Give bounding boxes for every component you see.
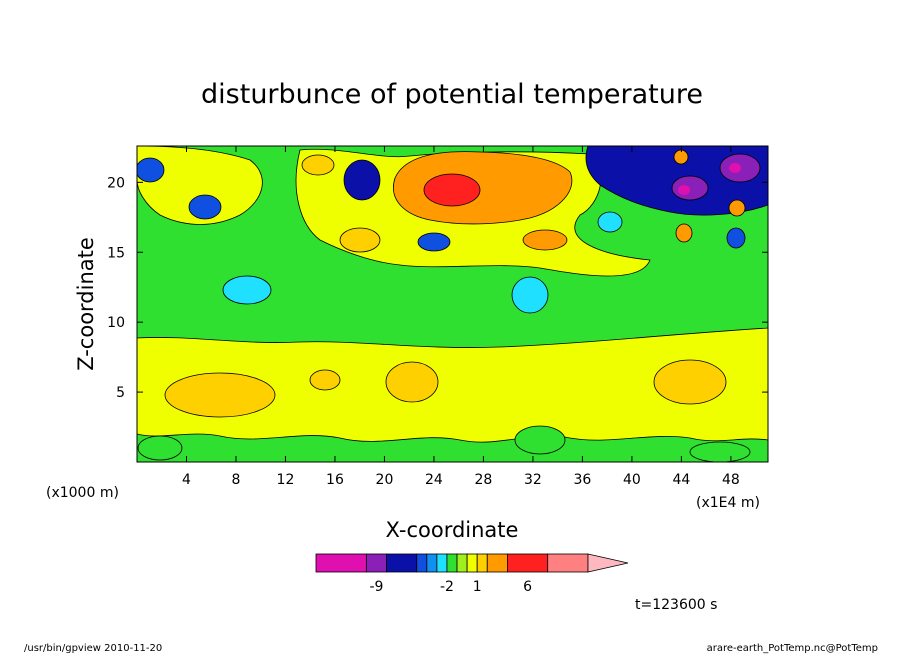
orange-blob-2 <box>339 227 381 253</box>
colorbar-tick-label-3: 6 <box>523 579 532 595</box>
orange-blob-5 <box>728 199 746 217</box>
lower-orange-2 <box>385 361 439 403</box>
x-tick-label-0: 4 <box>182 472 191 488</box>
x-axis: 4 8 12 16 20 24 28 32 36 40 44 48 <box>182 146 740 488</box>
colorbar-bin-13 <box>587 553 629 573</box>
colorbar-tick-label-1: -2 <box>440 579 454 595</box>
lower-green-1 <box>514 425 566 455</box>
chart-title: disturbunce of potential temperature <box>201 79 703 110</box>
x-tick-label-4: 20 <box>376 472 394 488</box>
upper-orange-blob <box>393 151 573 225</box>
blue-blob-1 <box>343 159 381 201</box>
left-yellow-blob <box>137 146 263 225</box>
lower-orange-1 <box>164 372 276 418</box>
x-tick-label-1: 8 <box>232 472 241 488</box>
y-tick-label-2: 15 <box>107 245 125 261</box>
orange-blob-6 <box>673 149 689 165</box>
colorbar-bin-4 <box>426 553 438 573</box>
colorbar-bin-10 <box>486 553 508 573</box>
colorbar <box>315 553 629 573</box>
x-tick-label-10: 44 <box>672 472 690 488</box>
footer-left: /usr/bin/gpview 2010-11-20 <box>24 643 162 654</box>
y-unit-label: (x1000 m) <box>46 485 119 501</box>
cyan-blob-2 <box>222 275 272 305</box>
x-tick-label-8: 36 <box>573 472 591 488</box>
x-tick-label-9: 40 <box>623 472 641 488</box>
colorbar-bin-3 <box>416 553 428 573</box>
blue-blob-3 <box>137 157 165 183</box>
x-tick-label-5: 24 <box>425 472 443 488</box>
cyan-blob-3 <box>726 227 746 249</box>
y-tick-label-1: 10 <box>107 315 125 331</box>
y-tick-label-0: 5 <box>116 385 125 401</box>
colorbar-bin-9 <box>476 553 488 573</box>
time-label: t=123600 s <box>635 597 717 613</box>
upper-right-magenta-2 <box>729 163 741 173</box>
y-axis: 5 10 15 20 <box>107 175 768 401</box>
colorbar-bin-0 <box>315 553 367 573</box>
orange-blob-3 <box>301 154 335 176</box>
colorbar-bin-8 <box>466 553 478 573</box>
red-core <box>423 173 481 207</box>
orange-blob-4 <box>675 223 693 243</box>
colorbar-tick-label-0: -9 <box>369 579 383 595</box>
colorbar-bin-2 <box>386 553 418 573</box>
x-axis-label: X-coordinate <box>386 518 519 542</box>
lower-orange-4 <box>309 369 341 391</box>
cyan-blob-4 <box>597 211 623 233</box>
x-tick-label-11: 48 <box>722 472 740 488</box>
x-tick-label-2: 12 <box>277 472 295 488</box>
plot-frame <box>136 145 769 463</box>
upper-right-magenta-1 <box>678 185 690 195</box>
colorbar-ticks: -9 -2 1 6 <box>369 579 532 595</box>
plot-area <box>137 146 768 462</box>
lower-green-2 <box>137 435 183 461</box>
colorbar-bin-12 <box>547 553 589 573</box>
footer-right: arare-earth_PotTemp.nc@PotTemp <box>707 643 878 654</box>
colorbar-tick-label-2: 1 <box>473 579 482 595</box>
cyan-blob-1 <box>511 276 549 314</box>
x-tick-label-6: 28 <box>475 472 493 488</box>
upper-right-purple-1 <box>671 175 709 201</box>
lower-green-3 <box>689 441 751 462</box>
colorbar-bin-5 <box>436 553 448 573</box>
lower-orange-3 <box>653 359 727 405</box>
x-unit-label: (x1E4 m) <box>696 495 760 511</box>
colorbar-bin-11 <box>507 553 549 573</box>
colorbar-bin-7 <box>456 553 468 573</box>
colorbar-bin-6 <box>446 553 458 573</box>
y-tick-label-3: 20 <box>107 175 125 191</box>
lower-warm-band <box>137 327 768 443</box>
blue-blob-4 <box>417 232 451 252</box>
orange-blob-1 <box>522 229 568 251</box>
colorbar-bin-1 <box>365 553 387 573</box>
y-axis-label: Z-coordinate <box>74 237 98 371</box>
blue-blob-2 <box>188 194 222 220</box>
x-tick-label-7: 32 <box>524 472 542 488</box>
x-tick-label-3: 16 <box>326 472 344 488</box>
